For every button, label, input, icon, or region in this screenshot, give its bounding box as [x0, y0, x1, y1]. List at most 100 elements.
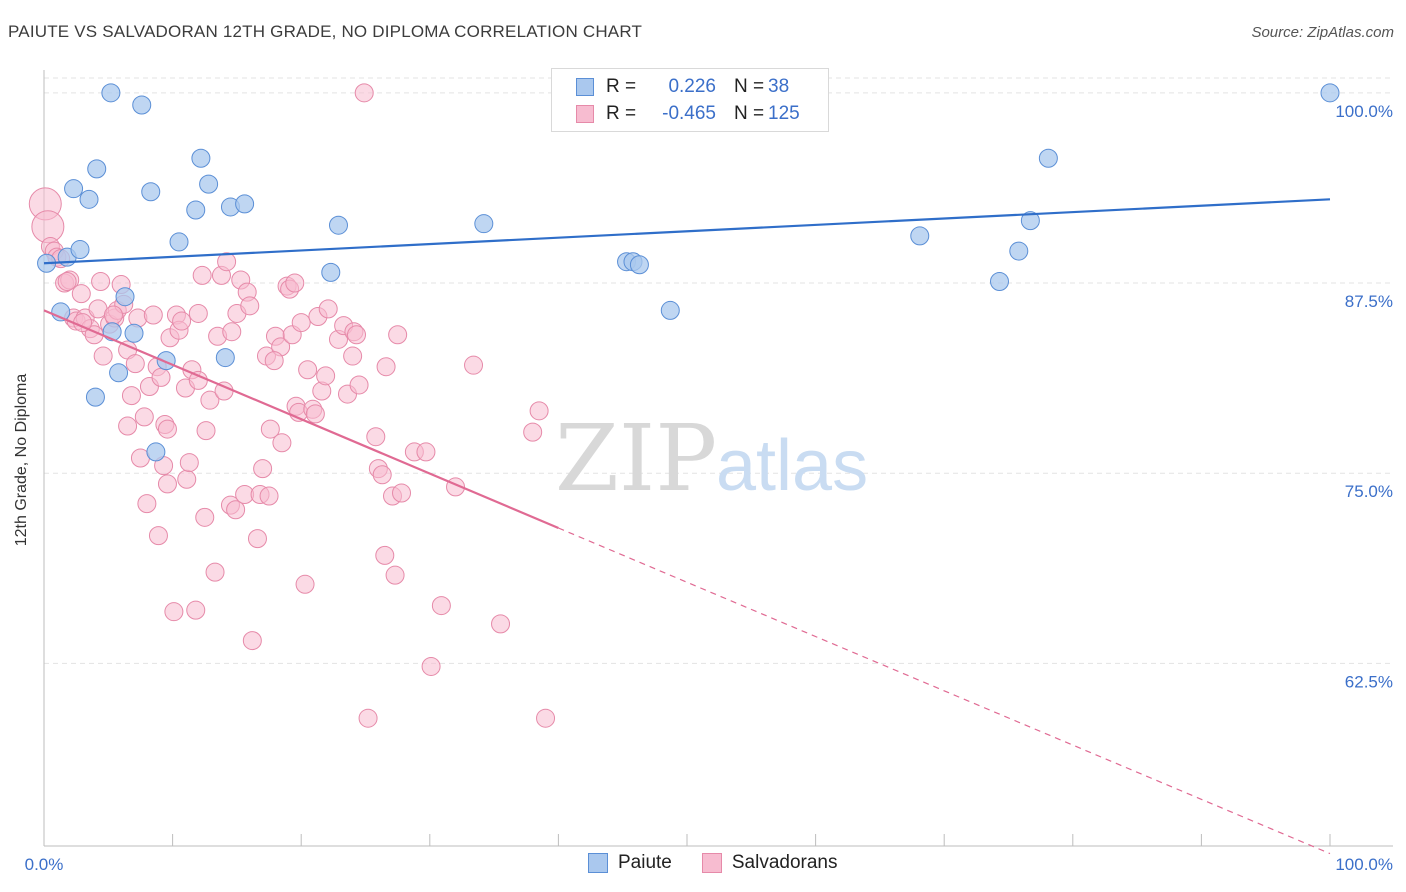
paiute-point[interactable]: [1038, 148, 1058, 168]
salvadorans-point[interactable]: [260, 419, 280, 439]
salvadorans-point[interactable]: [259, 486, 279, 506]
paiute-point[interactable]: [124, 323, 144, 343]
salvadorans-point[interactable]: [240, 296, 260, 316]
salvadorans-point[interactable]: [318, 299, 338, 319]
salvadorans-point[interactable]: [366, 427, 386, 447]
salvadorans-point[interactable]: [264, 351, 284, 371]
paiute-point[interactable]: [115, 287, 135, 307]
salvadorans-point[interactable]: [151, 367, 171, 387]
paiute-point[interactable]: [156, 351, 176, 371]
legend-item-salvadorans[interactable]: Salvadorans: [701, 852, 838, 874]
salvadorans-point[interactable]: [305, 404, 325, 424]
salvadorans-point[interactable]: [188, 303, 208, 323]
salvadorans-point[interactable]: [172, 311, 192, 331]
paiute-point[interactable]: [87, 159, 107, 179]
salvadorans-point[interactable]: [91, 271, 111, 291]
salvadorans-point[interactable]: [93, 346, 113, 366]
salvadorans-point[interactable]: [295, 574, 315, 594]
paiute-point[interactable]: [186, 200, 206, 220]
salvadorans-point[interactable]: [523, 422, 543, 442]
salvadorans-point[interactable]: [137, 494, 157, 514]
salvadorans-point[interactable]: [200, 390, 220, 410]
salvadorans-point[interactable]: [358, 708, 378, 728]
salvadorans-point[interactable]: [247, 529, 267, 549]
paiute-point[interactable]: [321, 262, 341, 282]
salvadorans-point[interactable]: [134, 407, 154, 427]
salvadorans-point[interactable]: [222, 322, 242, 342]
paiute-swatch: [576, 78, 594, 96]
paiute-point[interactable]: [141, 182, 161, 202]
paiute-point[interactable]: [1320, 83, 1340, 103]
paiute-point[interactable]: [629, 255, 649, 275]
salvadorans-point[interactable]: [205, 562, 225, 582]
salvadorans-point[interactable]: [388, 325, 408, 345]
salvadorans-point[interactable]: [242, 631, 262, 651]
paiute-point[interactable]: [191, 148, 211, 168]
salvadorans-point[interactable]: [125, 354, 145, 374]
paiute-point[interactable]: [132, 95, 152, 115]
paiute-point[interactable]: [910, 226, 930, 246]
salvadorans-point[interactable]: [196, 421, 216, 441]
salvadorans-point[interactable]: [195, 507, 215, 527]
salvadorans-point[interactable]: [177, 469, 197, 489]
paiute-point[interactable]: [1020, 211, 1040, 231]
paiute-point[interactable]: [1009, 241, 1029, 261]
salvadorans-point[interactable]: [253, 459, 273, 479]
salvadorans-point[interactable]: [291, 313, 311, 333]
legend-item-paiute[interactable]: Paiute: [588, 852, 672, 874]
salvadorans-point[interactable]: [186, 600, 206, 620]
salvadorans-point[interactable]: [421, 656, 441, 676]
salvadorans-point[interactable]: [272, 433, 292, 453]
paiute-point[interactable]: [215, 348, 235, 368]
salvadorans-point[interactable]: [143, 305, 163, 325]
salvadorans-point[interactable]: [164, 602, 184, 622]
salvadorans-point[interactable]: [354, 83, 374, 103]
salvadorans-point[interactable]: [464, 355, 484, 375]
salvadorans-point[interactable]: [57, 271, 77, 291]
paiute-point[interactable]: [70, 240, 90, 260]
salvadorans-point[interactable]: [157, 419, 177, 439]
salvadorans-point[interactable]: [372, 465, 392, 485]
salvadorans-point[interactable]: [285, 273, 305, 293]
salvadorans-point[interactable]: [298, 360, 318, 380]
salvadorans-point[interactable]: [121, 386, 141, 406]
salvadorans-point[interactable]: [536, 708, 556, 728]
paiute-point[interactable]: [79, 189, 99, 209]
paiute-point[interactable]: [101, 83, 121, 103]
salvadorans-point[interactable]: [157, 474, 177, 494]
paiute-point[interactable]: [235, 194, 255, 214]
salvadorans-point[interactable]: [392, 483, 412, 503]
paiute-points: [37, 83, 1340, 462]
salvadorans-point[interactable]: [148, 526, 168, 546]
paiute-point[interactable]: [85, 387, 105, 407]
salvadorans-point[interactable]: [431, 596, 451, 616]
salvadorans-point[interactable]: [346, 325, 366, 345]
salvadorans-point[interactable]: [375, 545, 395, 565]
salvadorans-point[interactable]: [349, 375, 369, 395]
salvadorans-point[interactable]: [226, 500, 246, 520]
salvadorans-point[interactable]: [217, 252, 237, 272]
paiute-point[interactable]: [169, 232, 189, 252]
salvadorans-point[interactable]: [179, 453, 199, 473]
paiute-point[interactable]: [660, 300, 680, 320]
paiute-point[interactable]: [328, 215, 348, 235]
paiute-point[interactable]: [989, 271, 1009, 291]
paiute-point[interactable]: [146, 442, 166, 462]
salvadorans-point[interactable]: [118, 416, 138, 436]
salvadorans-point[interactable]: [192, 265, 212, 285]
salvadorans-point[interactable]: [416, 442, 436, 462]
salvadorans-point[interactable]: [316, 366, 336, 386]
paiute-point[interactable]: [64, 179, 84, 199]
salvadorans-point[interactable]: [343, 346, 363, 366]
paiute-point[interactable]: [474, 214, 494, 234]
salvadorans-point[interactable]: [71, 284, 91, 304]
salvadorans-point[interactable]: [103, 305, 123, 325]
paiute-point[interactable]: [102, 322, 122, 342]
salvadorans-point[interactable]: [385, 565, 405, 585]
salvadorans-point[interactable]: [529, 401, 549, 421]
salvadorans-point[interactable]: [491, 614, 511, 634]
salvadorans-point[interactable]: [376, 357, 396, 377]
paiute-point[interactable]: [199, 174, 219, 194]
paiute-point[interactable]: [109, 363, 129, 383]
